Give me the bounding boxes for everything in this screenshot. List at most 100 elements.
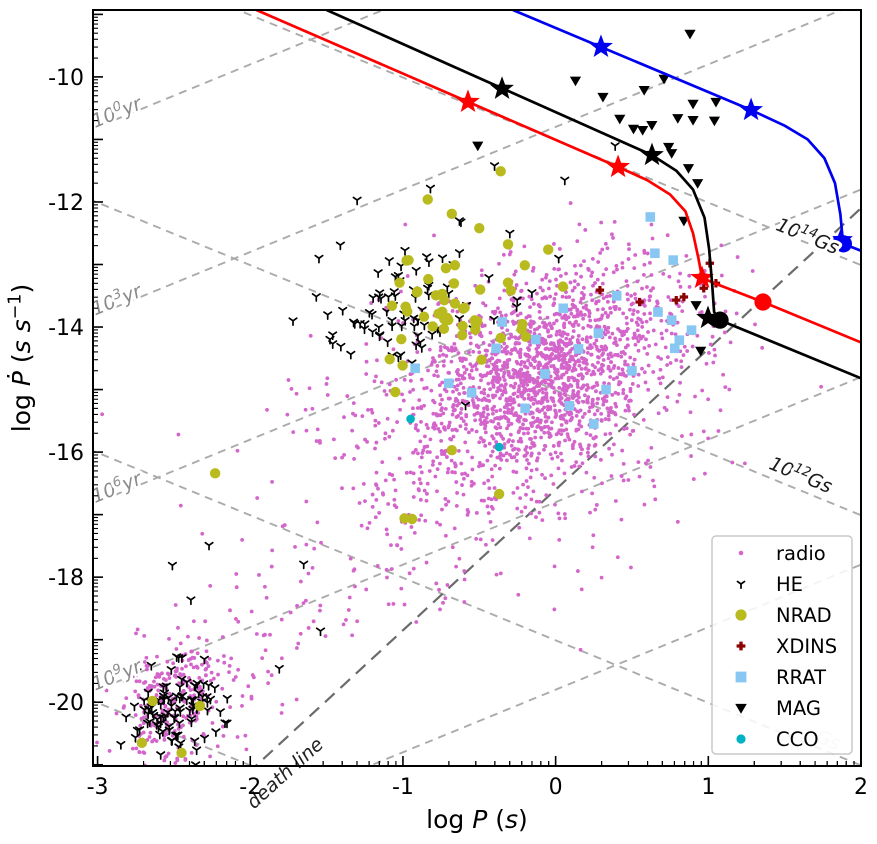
scatter-point xyxy=(405,274,410,278)
scatter-point xyxy=(221,724,225,729)
scatter-point xyxy=(175,683,185,693)
scatter-point xyxy=(665,233,670,238)
scatter-point xyxy=(610,392,615,397)
scatter-point xyxy=(467,331,472,336)
scatter-point xyxy=(658,381,663,386)
scatter-point xyxy=(590,401,595,406)
scatter-point xyxy=(486,478,491,483)
scatter-point xyxy=(591,369,596,374)
scatter-point xyxy=(428,437,433,442)
scatter-point xyxy=(564,336,569,341)
scatter-point xyxy=(531,415,535,420)
scatter-point xyxy=(636,348,641,353)
scatter-point xyxy=(522,431,526,436)
scatter-point xyxy=(401,398,406,403)
scatter-point xyxy=(176,432,181,437)
scatter-point xyxy=(152,679,156,684)
scatter-point xyxy=(623,408,628,413)
scatter-point xyxy=(476,354,487,365)
scatter-point xyxy=(554,277,558,282)
scatter-point xyxy=(525,370,530,375)
scatter-point xyxy=(601,402,606,407)
scatter-point xyxy=(723,309,728,314)
scatter-point xyxy=(597,355,601,360)
scatter-point xyxy=(166,751,171,756)
scatter-point xyxy=(571,305,576,310)
scatter-point xyxy=(482,323,487,328)
scatter-point xyxy=(603,347,608,352)
scatter-point xyxy=(462,390,466,395)
scatter-point xyxy=(646,363,651,368)
scatter-point xyxy=(408,470,413,475)
scatter-point xyxy=(148,730,153,735)
scatter-point xyxy=(310,565,315,570)
scatter-point xyxy=(592,443,597,448)
scatter-point xyxy=(393,488,398,493)
scatter-point xyxy=(611,236,615,240)
scatter-point xyxy=(434,369,439,374)
scatter-point xyxy=(512,391,517,396)
scatter-point xyxy=(519,439,524,444)
scatter-point xyxy=(222,654,226,658)
scatter-point xyxy=(471,376,475,381)
scatter-point xyxy=(532,397,537,402)
scatter-point xyxy=(601,296,606,300)
scatter-point xyxy=(455,403,460,408)
scatter-point xyxy=(643,461,648,466)
scatter-point xyxy=(617,307,622,311)
scatter-point xyxy=(355,619,360,624)
scatter-point xyxy=(180,690,185,695)
scatter-point xyxy=(554,432,559,437)
scatter-point xyxy=(583,228,588,232)
scatter-point xyxy=(141,730,146,735)
scatter-point xyxy=(387,472,392,476)
scatter-point xyxy=(384,354,395,365)
scatter-point xyxy=(540,472,544,477)
scatter-CCO xyxy=(406,414,504,452)
scatter-point xyxy=(417,488,421,493)
scatter-point xyxy=(499,368,503,372)
scatter-point xyxy=(612,363,617,368)
scatter-point xyxy=(626,257,631,261)
scatter-point xyxy=(373,423,378,428)
scatter-point xyxy=(424,498,429,503)
track-red-age-star xyxy=(606,154,630,178)
scatter-point xyxy=(528,323,533,328)
scatter-point xyxy=(653,307,663,317)
scatter-point xyxy=(557,440,562,445)
scatter-point xyxy=(750,269,755,273)
scatter-point xyxy=(703,294,707,299)
scatter-point xyxy=(512,347,517,351)
scatter-point xyxy=(370,505,375,509)
scatter-point xyxy=(431,411,436,416)
scatter-point xyxy=(215,744,220,749)
scatter-point xyxy=(585,351,590,355)
scatter-point xyxy=(394,505,399,510)
scatter-point xyxy=(220,686,225,691)
scatter-point xyxy=(315,627,326,637)
scatter-point xyxy=(359,523,364,528)
scatter-point xyxy=(531,377,535,381)
scatter-point xyxy=(598,371,603,376)
scatter-point xyxy=(423,518,428,523)
scatter-point xyxy=(501,252,506,257)
scatter-point xyxy=(311,293,321,302)
scatter-point xyxy=(540,518,545,523)
scatter-point xyxy=(666,149,678,159)
scatter-point xyxy=(398,407,402,412)
scatter-point xyxy=(533,359,537,364)
scatter-point xyxy=(596,299,601,304)
scatter-point xyxy=(315,520,320,525)
scatter-point xyxy=(166,666,176,675)
scatter-point xyxy=(147,695,158,707)
scatter-point xyxy=(495,332,507,344)
scatter-point xyxy=(482,373,487,378)
scatter-point xyxy=(538,304,542,309)
scatter-point xyxy=(529,363,534,368)
scatter-point xyxy=(455,383,460,388)
scatter-point xyxy=(587,443,591,448)
scatter-point xyxy=(398,535,403,540)
scatter-point xyxy=(410,406,415,411)
scatter-point xyxy=(672,295,681,305)
scatter-point xyxy=(558,303,569,314)
